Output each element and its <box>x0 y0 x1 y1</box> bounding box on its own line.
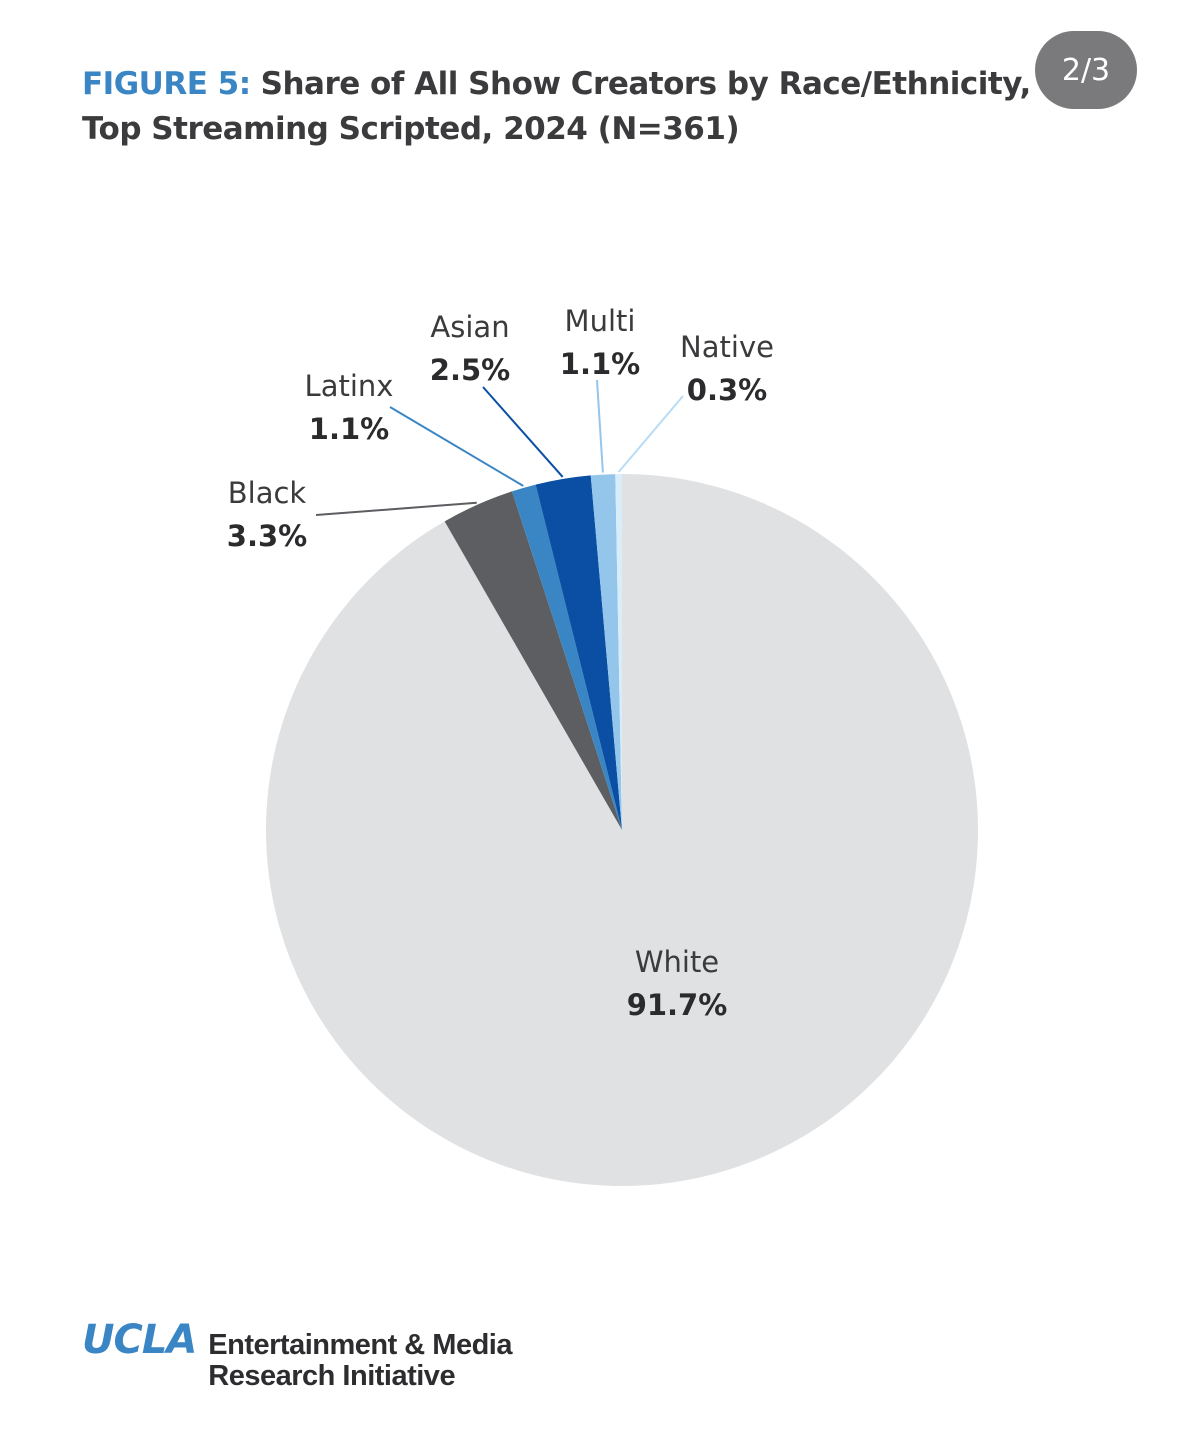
slice-label-white: White <box>635 945 719 979</box>
pie-leader-lines <box>315 379 684 516</box>
org-name: Entertainment & Media Research Initiativ… <box>208 1330 512 1392</box>
slice-value-native: 0.3% <box>687 373 767 407</box>
leader-line-black <box>315 501 477 516</box>
slice-label-native: Native <box>680 330 774 364</box>
slice-label-asian: Asian <box>430 310 509 344</box>
leader-line-native <box>617 395 684 473</box>
pie-slice-asian <box>535 475 622 830</box>
org-line-2: Research Initiative <box>208 1360 456 1392</box>
pie-slice-multi <box>590 474 622 830</box>
ucla-logo: UCLA <box>82 1317 197 1363</box>
slice-value-asian: 2.5% <box>430 353 510 387</box>
pie-labels: White 91.7% Black 3.3% Latinx 1.1% Asian 2.5% Mu… <box>227 304 774 1022</box>
slice-value-multi: 1.1% <box>560 347 640 381</box>
leader-line-multi <box>596 379 604 473</box>
pie-slice-white <box>265 474 978 1186</box>
slice-value-black: 3.3% <box>227 519 307 553</box>
figure-label: FIGURE 5: <box>82 66 251 102</box>
slice-value-latinx: 1.1% <box>309 412 389 446</box>
chart-title: FIGURE 5: Share of All Show Creators by R… <box>82 62 1031 152</box>
title-line-2: Top Streaming Scripted, 2024 (N=361) <box>82 111 740 147</box>
slice-label-multi: Multi <box>565 304 636 338</box>
title-line-1: FIGURE 5: Share of All Show Creators by R… <box>82 62 1031 107</box>
footer: UCLA Entertainment & Media Research Init… <box>82 1318 512 1392</box>
leader-line-latinx <box>389 406 524 487</box>
leader-line-asian <box>482 386 564 478</box>
slice-label-black: Black <box>228 476 307 510</box>
org-line-1: Entertainment & Media <box>208 1329 512 1361</box>
page-indicator[interactable]: 2/3 <box>1035 31 1137 109</box>
pie-slice-black <box>444 491 622 830</box>
pie-slices <box>265 474 978 1186</box>
pie-slice-latinx <box>511 484 622 830</box>
slice-label-latinx: Latinx <box>305 369 394 403</box>
pie-slice-native <box>615 474 622 830</box>
title-text-1: Share of All Show Creators by Race/Ethni… <box>260 66 1032 102</box>
slice-value-white: 91.7% <box>627 988 728 1022</box>
